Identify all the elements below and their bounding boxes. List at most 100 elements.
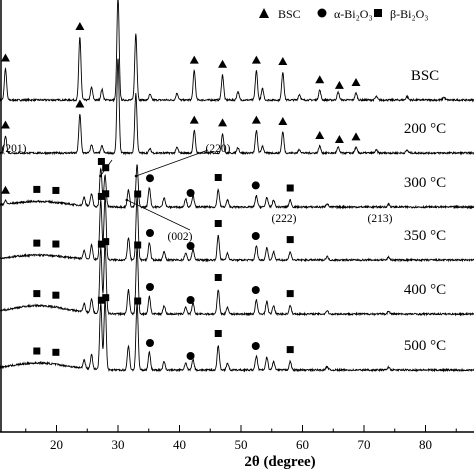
hkl-label-1: (220) — [206, 143, 231, 155]
legend-triangle-icon — [259, 8, 269, 18]
alpha-bi2o3-marker — [251, 286, 260, 295]
beta-bi2o3-marker — [214, 330, 222, 337]
beta-bi2o3-marker — [102, 164, 110, 172]
hkl-label-0: (201) — [2, 143, 27, 155]
trace-labels: BSC 200 °C 300 °C 350 °C 400 °C 500 °C — [404, 68, 446, 354]
bsc-marker — [0, 120, 10, 129]
beta-bi2o3-marker — [52, 186, 60, 194]
bsc-marker — [218, 118, 228, 127]
beta-bi2o3-marker — [214, 274, 222, 281]
bsc-marker — [218, 59, 228, 68]
bsc-marker — [251, 115, 261, 124]
alpha-bi2o3-marker — [186, 352, 195, 360]
bsc-marker — [278, 117, 288, 125]
beta-bi2o3-marker — [97, 296, 105, 304]
hkl-annotations: (201) (220) (002) (222) (213) — [2, 143, 393, 243]
hkl-label-4: (213) — [368, 213, 393, 225]
beta-bi2o3-marker — [97, 192, 105, 200]
bsc-marker — [315, 131, 325, 139]
legend-label-0: BSC — [278, 7, 301, 21]
alpha-bi2o3-marker — [145, 174, 154, 183]
beta-bi2o3-marker — [134, 297, 142, 305]
bsc-marker — [189, 55, 199, 64]
trace-label-4: 400 °C — [404, 282, 446, 298]
beta-bi2o3-marker — [286, 346, 294, 354]
x-axis-title: 2θ (degree) — [244, 454, 315, 470]
xrd-trace-0 — [0, 0, 474, 103]
hkl-leader-2 — [126, 199, 191, 231]
hkl-leader-0 — [100, 159, 113, 177]
xrd-trace-3 — [0, 196, 474, 263]
beta-bi2o3-marker — [102, 294, 110, 302]
bsc-marker — [75, 99, 85, 108]
bsc-marker — [0, 53, 10, 62]
alpha-bi2o3-marker — [251, 342, 260, 351]
x-tick-label: 20 — [50, 437, 63, 452]
beta-bi2o3-marker — [52, 291, 60, 299]
bsc-marker — [315, 75, 325, 84]
xrd-trace-5 — [0, 299, 474, 373]
beta-bi2o3-marker — [52, 240, 60, 248]
beta-bi2o3-marker — [102, 190, 110, 198]
beta-bi2o3-marker — [33, 239, 41, 247]
bsc-marker — [351, 78, 361, 86]
x-tick-label: 30 — [112, 437, 125, 452]
bsc-marker — [251, 55, 261, 64]
phase-markers — [0, 22, 361, 360]
beta-bi2o3-marker — [134, 190, 142, 198]
beta-bi2o3-marker — [33, 290, 41, 298]
alpha-bi2o3-marker — [251, 232, 260, 241]
legend-label-1: α-Bi₂O₃ — [334, 7, 373, 21]
beta-bi2o3-marker — [286, 184, 294, 192]
xrd-traces — [0, 0, 474, 373]
alpha-bi2o3-marker — [251, 181, 260, 190]
legend: BSC α-Bi₂O₃ β-Bi₂O₃ — [259, 7, 428, 21]
beta-bi2o3-marker — [33, 347, 41, 355]
legend-circle-icon — [317, 8, 327, 18]
hkl-leader-dot-1 — [134, 174, 138, 178]
alpha-bi2o3-marker — [145, 283, 154, 292]
xrd-trace-2 — [0, 164, 474, 210]
x-tick-label: 70 — [358, 437, 371, 452]
trace-label-0: BSC — [411, 68, 439, 84]
beta-bi2o3-marker — [214, 174, 222, 181]
trace-label-2: 300 °C — [404, 175, 446, 191]
beta-bi2o3-marker — [214, 220, 222, 227]
beta-bi2o3-marker — [52, 348, 60, 356]
x-tick-label: 40 — [173, 437, 186, 452]
bsc-marker — [75, 22, 85, 30]
trace-label-3: 350 °C — [404, 228, 446, 244]
hkl-label-3: (222) — [272, 213, 297, 225]
x-ticks: 20 30 40 50 60 70 80 — [25, 425, 457, 452]
hkl-leader-1 — [135, 149, 209, 177]
bsc-marker — [334, 134, 344, 143]
alpha-bi2o3-marker — [186, 242, 195, 250]
beta-bi2o3-marker — [286, 236, 294, 244]
xrd-trace-4 — [0, 242, 474, 317]
bsc-marker — [278, 57, 288, 65]
legend-square-icon — [374, 9, 382, 17]
beta-bi2o3-marker — [97, 157, 105, 165]
axes — [0, 0, 474, 433]
x-tick-label: 60 — [296, 437, 309, 452]
bsc-marker — [0, 185, 10, 194]
xrd-trace-1 — [0, 58, 474, 156]
alpha-bi2o3-marker — [186, 296, 195, 304]
x-tick-label: 80 — [419, 437, 432, 452]
beta-bi2o3-marker — [134, 241, 142, 249]
legend-label-2: β-Bi₂O₃ — [390, 7, 428, 21]
hkl-label-2: (002) — [168, 231, 193, 243]
trace-label-1: 200 °C — [404, 121, 446, 137]
beta-bi2o3-marker — [286, 290, 294, 298]
hkl-leader-dot-0 — [99, 174, 102, 178]
beta-bi2o3-marker — [102, 238, 110, 246]
bsc-marker — [334, 80, 344, 89]
trace-label-5: 500 °C — [404, 338, 446, 354]
beta-bi2o3-marker — [97, 240, 105, 248]
alpha-bi2o3-marker — [145, 339, 154, 348]
beta-bi2o3-marker — [33, 185, 41, 193]
x-tick-label: 50 — [235, 437, 248, 452]
alpha-bi2o3-marker — [145, 229, 154, 238]
